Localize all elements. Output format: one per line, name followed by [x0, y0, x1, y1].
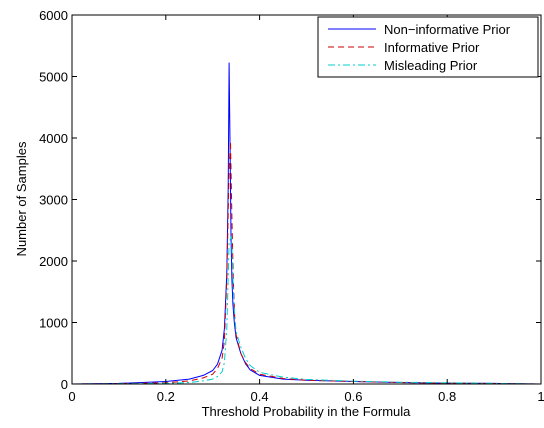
y-axis-title: Number of Samples [14, 141, 29, 256]
x-axis: 0 0.2 0.4 0.6 0.8 1 [68, 15, 544, 404]
x-tick-label: 1 [537, 389, 544, 404]
y-tick-label: 6000 [39, 8, 68, 23]
y-tick-label: 0 [61, 377, 68, 392]
legend-label-1: Informative Prior [384, 40, 480, 55]
y-tick-label: 2000 [39, 254, 68, 269]
legend: Non−informative Prior Informative Prior Mi… [317, 16, 539, 78]
legend-label-2: Misleading Prior [384, 58, 478, 73]
x-tick-label: 0.8 [438, 389, 456, 404]
x-tick-label: 0.4 [251, 389, 269, 404]
y-tick-label: 5000 [39, 70, 68, 85]
legend-box [317, 16, 539, 78]
y-axis: 0 1000 2000 3000 4000 5000 6000 [39, 8, 541, 392]
legend-label-0: Non−informative Prior [384, 22, 511, 37]
x-tick-label: 0.2 [157, 389, 175, 404]
x-tick-label: 0 [68, 389, 75, 404]
series-layer [71, 62, 542, 385]
series-line-2 [71, 235, 542, 385]
x-tick-label: 0.6 [344, 389, 362, 404]
series-line-1 [71, 140, 542, 385]
y-tick-label: 4000 [39, 131, 68, 146]
x-axis-title: Threshold Probability in the Formula [202, 404, 412, 419]
y-tick-label: 1000 [39, 316, 68, 331]
y-tick-label: 3000 [39, 193, 68, 208]
